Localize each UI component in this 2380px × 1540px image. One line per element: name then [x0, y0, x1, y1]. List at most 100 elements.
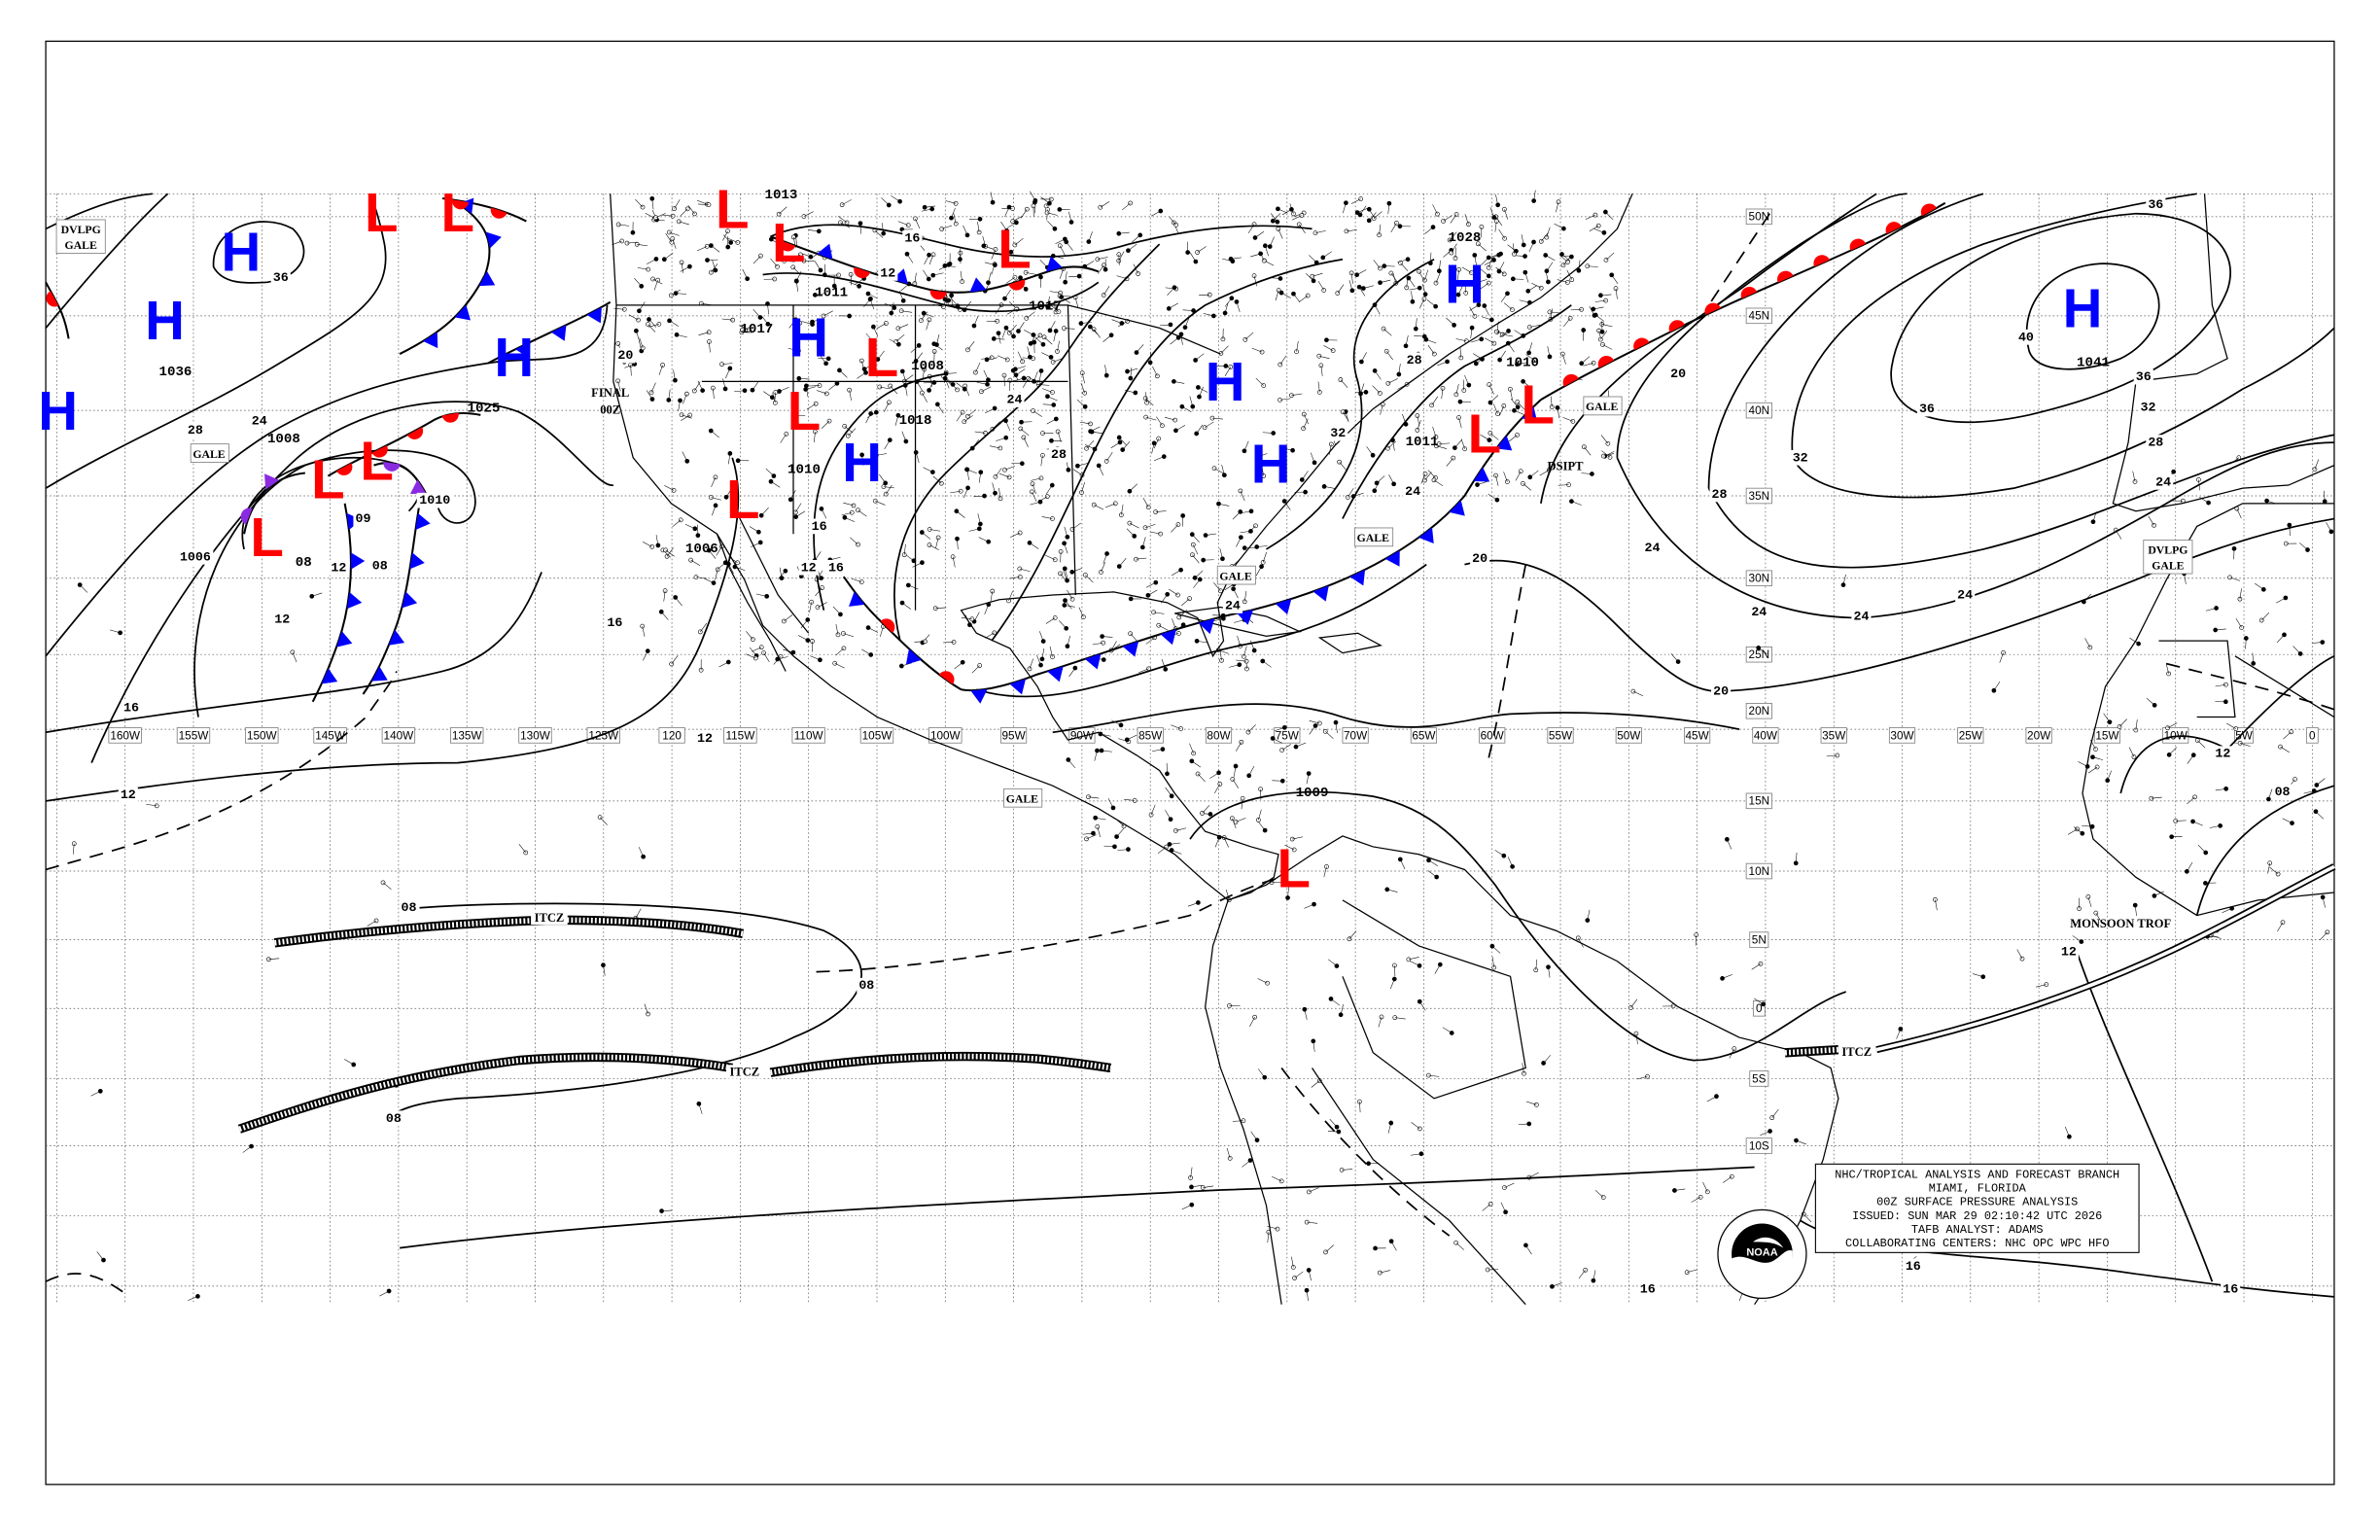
- svg-text:1006: 1006: [685, 542, 718, 557]
- station-plot: [709, 263, 718, 275]
- station-plot: [647, 317, 657, 328]
- station-plot: [1110, 439, 1123, 449]
- station-plot: [1211, 466, 1224, 474]
- station-plot: [1080, 382, 1088, 396]
- longitude-label-box: [518, 727, 552, 744]
- station-plot: [1053, 329, 1059, 342]
- station-plot: [1242, 440, 1249, 454]
- longitude-label: 50W: [1617, 729, 1641, 742]
- longitude-label: 15W: [2095, 729, 2119, 742]
- longitude-label: 145W: [315, 729, 346, 742]
- station-plot: [922, 204, 936, 210]
- station-plot: [752, 253, 763, 264]
- latitude-label: 35N: [1749, 490, 1770, 503]
- svg-text:L: L: [716, 179, 750, 240]
- svg-text:GALE: GALE: [2152, 559, 2184, 572]
- high-pressure-center: H: [222, 222, 262, 283]
- station-plot: [712, 260, 718, 273]
- longitude-label: 150W: [247, 729, 278, 742]
- station-plot: [1002, 289, 1011, 301]
- station-plot: [1062, 326, 1075, 332]
- info-line: ISSUED: SUN MAR 29 02:10:42 UTC 2026: [1852, 1209, 2102, 1223]
- svg-text:L: L: [360, 431, 394, 492]
- monsoon-trough-label: MONSOON TROF: [2070, 917, 2171, 930]
- svg-text:1010: 1010: [788, 462, 821, 477]
- station-plot: [1010, 368, 1019, 381]
- station-plot: [658, 363, 665, 375]
- station-plot: [981, 355, 995, 361]
- station-plot: [1422, 472, 1432, 483]
- station-plot: [801, 258, 815, 263]
- gale-label: GALE: [1216, 565, 1256, 585]
- station-plot: [1153, 436, 1162, 449]
- station-plot: [1503, 472, 1510, 484]
- isobar-label: 20: [617, 349, 633, 364]
- gale-label: GALE: [1583, 396, 1623, 416]
- svg-text:L: L: [726, 469, 760, 530]
- station-plot: [1079, 481, 1085, 495]
- latitude-label: 0: [1756, 1002, 1763, 1015]
- station-plot: [1413, 318, 1418, 332]
- station-plot: [676, 219, 689, 226]
- station-plot: [1032, 199, 1037, 214]
- station-plot: [1167, 285, 1177, 296]
- station-plot: [624, 240, 638, 246]
- station-plot: [1521, 481, 1532, 491]
- longitude-label: 85W: [1138, 729, 1163, 742]
- dissipating-label: DSIPT: [1548, 459, 1585, 472]
- longitude-label: 100W: [930, 729, 962, 742]
- station-plot: [1385, 378, 1398, 386]
- station-plot: [1549, 396, 1555, 409]
- station-plot: [637, 266, 651, 272]
- station-plot: [839, 199, 852, 208]
- station-plot: [1499, 332, 1514, 337]
- station-plot: [1153, 454, 1167, 462]
- station-plot: [1017, 351, 1025, 365]
- itcz-label: ITCZ: [729, 1065, 759, 1078]
- latitude-label: 10S: [1749, 1139, 1769, 1152]
- station-plot: [1150, 208, 1164, 217]
- station-plot: [1512, 407, 1524, 415]
- longitude-label-box: [1684, 727, 1711, 744]
- station-plot: [1281, 499, 1291, 510]
- station-plot: [673, 291, 687, 296]
- latitude-label: 45N: [1749, 310, 1770, 323]
- station-plot: [646, 322, 656, 332]
- isobar-label: 16: [812, 520, 827, 535]
- isobar-label: 24: [1644, 542, 1660, 556]
- svg-text:DVLPG: DVLPG: [2148, 544, 2188, 557]
- low-pressure-center: L: [365, 182, 399, 243]
- longitude-label: 40W: [1754, 729, 1778, 742]
- station-plot: [630, 222, 636, 235]
- station-plot: [1101, 286, 1110, 298]
- isobar-label: 12: [2215, 748, 2230, 762]
- station-plot: [881, 197, 892, 208]
- station-plot: [1450, 212, 1459, 224]
- station-plot: [924, 252, 931, 265]
- station-plot: [666, 229, 680, 236]
- station-plot: [1460, 438, 1467, 452]
- station-plot: [1046, 416, 1059, 425]
- longitude-label: 135W: [452, 729, 483, 742]
- station-plot: [1398, 261, 1409, 271]
- longitude-label-box: [1957, 727, 1984, 744]
- longitude-label-box: [1342, 727, 1369, 744]
- station-plot: [1169, 216, 1179, 228]
- isobar-label: 36: [2148, 198, 2163, 213]
- station-plot: [1482, 303, 1489, 316]
- isobar-label: 24: [1853, 610, 1869, 624]
- isobar-label: 12: [274, 613, 290, 628]
- svg-text:1008: 1008: [267, 432, 300, 447]
- station-plot: [1289, 393, 1303, 399]
- itcz-label: ITCZ: [535, 911, 565, 925]
- longitude-label-box: [1000, 727, 1028, 744]
- station-plot: [705, 258, 718, 262]
- isobar-label: 12: [121, 788, 136, 803]
- station-plot: [912, 272, 918, 286]
- station-plot: [1525, 354, 1538, 364]
- station-plot: [1027, 346, 1032, 360]
- svg-text:H: H: [494, 327, 534, 388]
- station-plot: [1480, 280, 1491, 290]
- station-plot: [1354, 269, 1367, 278]
- station-plot: [1296, 222, 1306, 233]
